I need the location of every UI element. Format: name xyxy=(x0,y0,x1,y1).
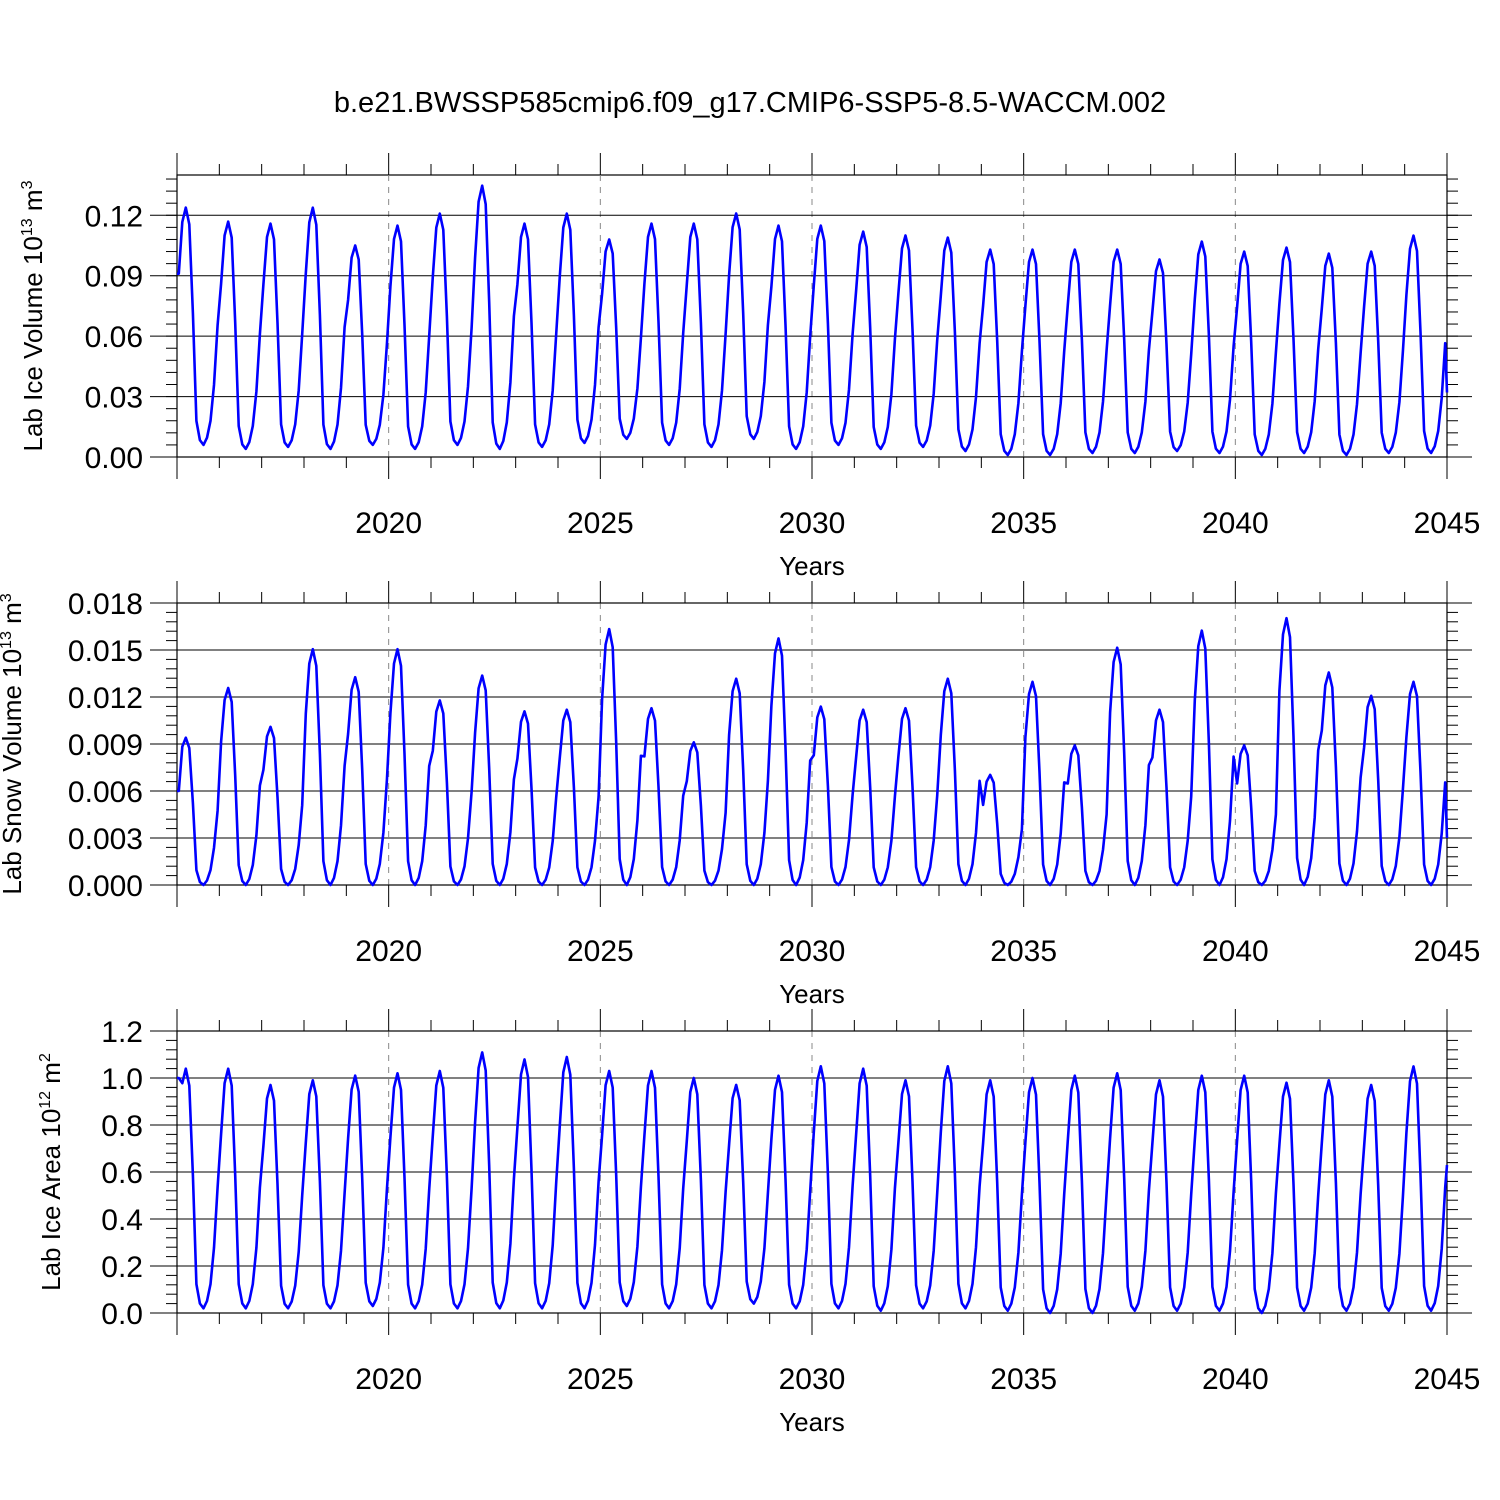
y-tick-label: 0.8 xyxy=(101,1110,143,1143)
x-axis-title: Years xyxy=(779,979,845,1009)
series-line xyxy=(177,1051,1449,1315)
x-tick-label: 2035 xyxy=(990,935,1057,968)
y-tick-label: 0.0 xyxy=(101,1298,143,1331)
y-tick-label: 0.4 xyxy=(101,1204,143,1237)
x-axis-title: Years xyxy=(779,551,845,581)
y-tick-label: 0.00 xyxy=(85,442,143,475)
y-axis-title: Lab Ice Volume 1013 m3 xyxy=(18,180,48,451)
chart-panel-3: 0.0 0.2 0.4 0.6 0.8 1.0 1.2 2020 2025 2030 2035 204… xyxy=(36,1009,1480,1437)
y-tick-label: 0.06 xyxy=(85,321,143,354)
series-line xyxy=(177,184,1449,457)
y-tick-label: 0.015 xyxy=(68,635,143,668)
panels-group: 0.00 0.03 0.06 0.09 0.12 2020 2025 2030 2035 2040… xyxy=(0,153,1480,1437)
x-tick-label: 2025 xyxy=(567,1363,634,1396)
x-tick-label: 2045 xyxy=(1414,507,1481,540)
y-tick-label: 0.003 xyxy=(68,823,143,856)
x-axis-title: Years xyxy=(779,1407,845,1437)
x-tick-label: 2040 xyxy=(1202,1363,1269,1396)
x-tick-label: 2030 xyxy=(779,1363,846,1396)
y-tick-label: 0.6 xyxy=(101,1157,143,1190)
y-tick-label: 0.03 xyxy=(85,382,143,415)
y-axis-title: Lab Ice Area 1012 m2 xyxy=(36,1053,66,1291)
y-tick-label: 0.12 xyxy=(85,200,143,233)
x-tick-label: 2020 xyxy=(355,1363,422,1396)
y-tick-label: 1.0 xyxy=(101,1063,143,1096)
x-tick-label: 2045 xyxy=(1414,935,1481,968)
y-tick-label: 0.2 xyxy=(101,1251,143,1284)
chart-panel-1: 0.00 0.03 0.06 0.09 0.12 2020 2025 2030 2035 2040… xyxy=(18,153,1480,581)
x-tick-label: 2035 xyxy=(990,507,1057,540)
chart-panel-2: 0.000 0.003 0.006 0.009 0.012 0.015 0.018 2020 2… xyxy=(0,581,1480,1009)
x-tick-label: 2030 xyxy=(779,935,846,968)
figure-title: b.e21.BWSSP585cmip6.f09_g17.CMIP6-SSP5-8… xyxy=(334,87,1166,119)
x-tick-label: 2040 xyxy=(1202,935,1269,968)
x-tick-label: 2020 xyxy=(355,935,422,968)
y-axis-title: Lab Snow Volume 1013 m3 xyxy=(0,593,27,894)
y-tick-label: 0.000 xyxy=(68,870,143,903)
y-tick-label: 0.009 xyxy=(68,729,143,762)
x-tick-label: 2025 xyxy=(567,507,634,540)
y-tick-label: 1.2 xyxy=(101,1016,143,1049)
y-tick-label: 0.018 xyxy=(68,588,143,621)
x-tick-label: 2040 xyxy=(1202,507,1269,540)
y-tick-label: 0.012 xyxy=(68,682,143,715)
y-tick-label: 0.09 xyxy=(85,261,143,294)
series-line xyxy=(177,616,1449,887)
y-tick-label: 0.006 xyxy=(68,776,143,809)
x-tick-label: 2025 xyxy=(567,935,634,968)
x-tick-label: 2045 xyxy=(1414,1363,1481,1396)
x-tick-label: 2020 xyxy=(355,507,422,540)
x-tick-label: 2030 xyxy=(779,507,846,540)
x-tick-label: 2035 xyxy=(990,1363,1057,1396)
